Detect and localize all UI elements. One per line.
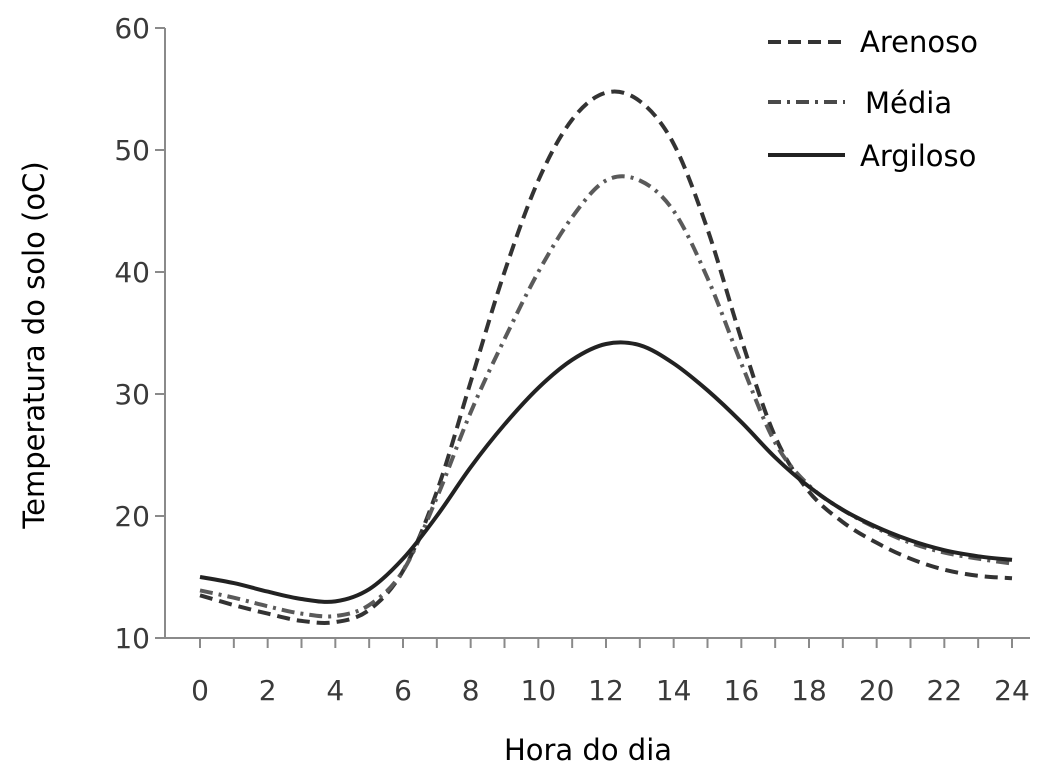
- x-tick-label: 12: [588, 674, 624, 707]
- y-axis-title: Temperatura do solo (oC): [17, 161, 51, 529]
- y-tick-label: 60: [114, 12, 150, 45]
- x-tick-label: 22: [927, 674, 963, 707]
- y-tick-label: 30: [114, 378, 150, 411]
- y-tick-label: 10: [114, 622, 150, 655]
- legend-label-argiloso: Argiloso: [860, 139, 976, 173]
- series-line-argiloso: [199, 340, 1013, 604]
- y-tick-label: 20: [114, 500, 150, 533]
- series-line-arenoso: [199, 89, 1013, 625]
- x-ticks: 0 2 4 6 8 10 12 14 16 18 20 22 24: [191, 638, 1030, 707]
- x-tick-label: 20: [859, 674, 895, 707]
- x-tick-label: 4: [326, 674, 344, 707]
- x-tick-label: 18: [791, 674, 827, 707]
- legend-label-arenoso: Arenoso: [860, 25, 978, 59]
- y-tick-label: 50: [114, 134, 150, 167]
- x-tick-label: 6: [394, 674, 412, 707]
- series-lines: [199, 89, 1013, 625]
- y-tick-label: 40: [114, 256, 150, 289]
- x-tick-label: 14: [656, 674, 692, 707]
- x-tick-label: 0: [191, 674, 209, 707]
- y-ticks: 10 20 30 40 50 60: [114, 12, 165, 655]
- x-tick-label: 24: [994, 674, 1030, 707]
- x-axis-title: Hora do dia: [504, 733, 672, 767]
- legend: Arenoso Média Argiloso: [768, 25, 978, 173]
- x-tick-label: 10: [521, 674, 557, 707]
- x-tick-label: 16: [724, 674, 760, 707]
- x-tick-label: 8: [462, 674, 480, 707]
- legend-label-media: Média: [865, 86, 952, 120]
- x-tick-label: 2: [259, 674, 277, 707]
